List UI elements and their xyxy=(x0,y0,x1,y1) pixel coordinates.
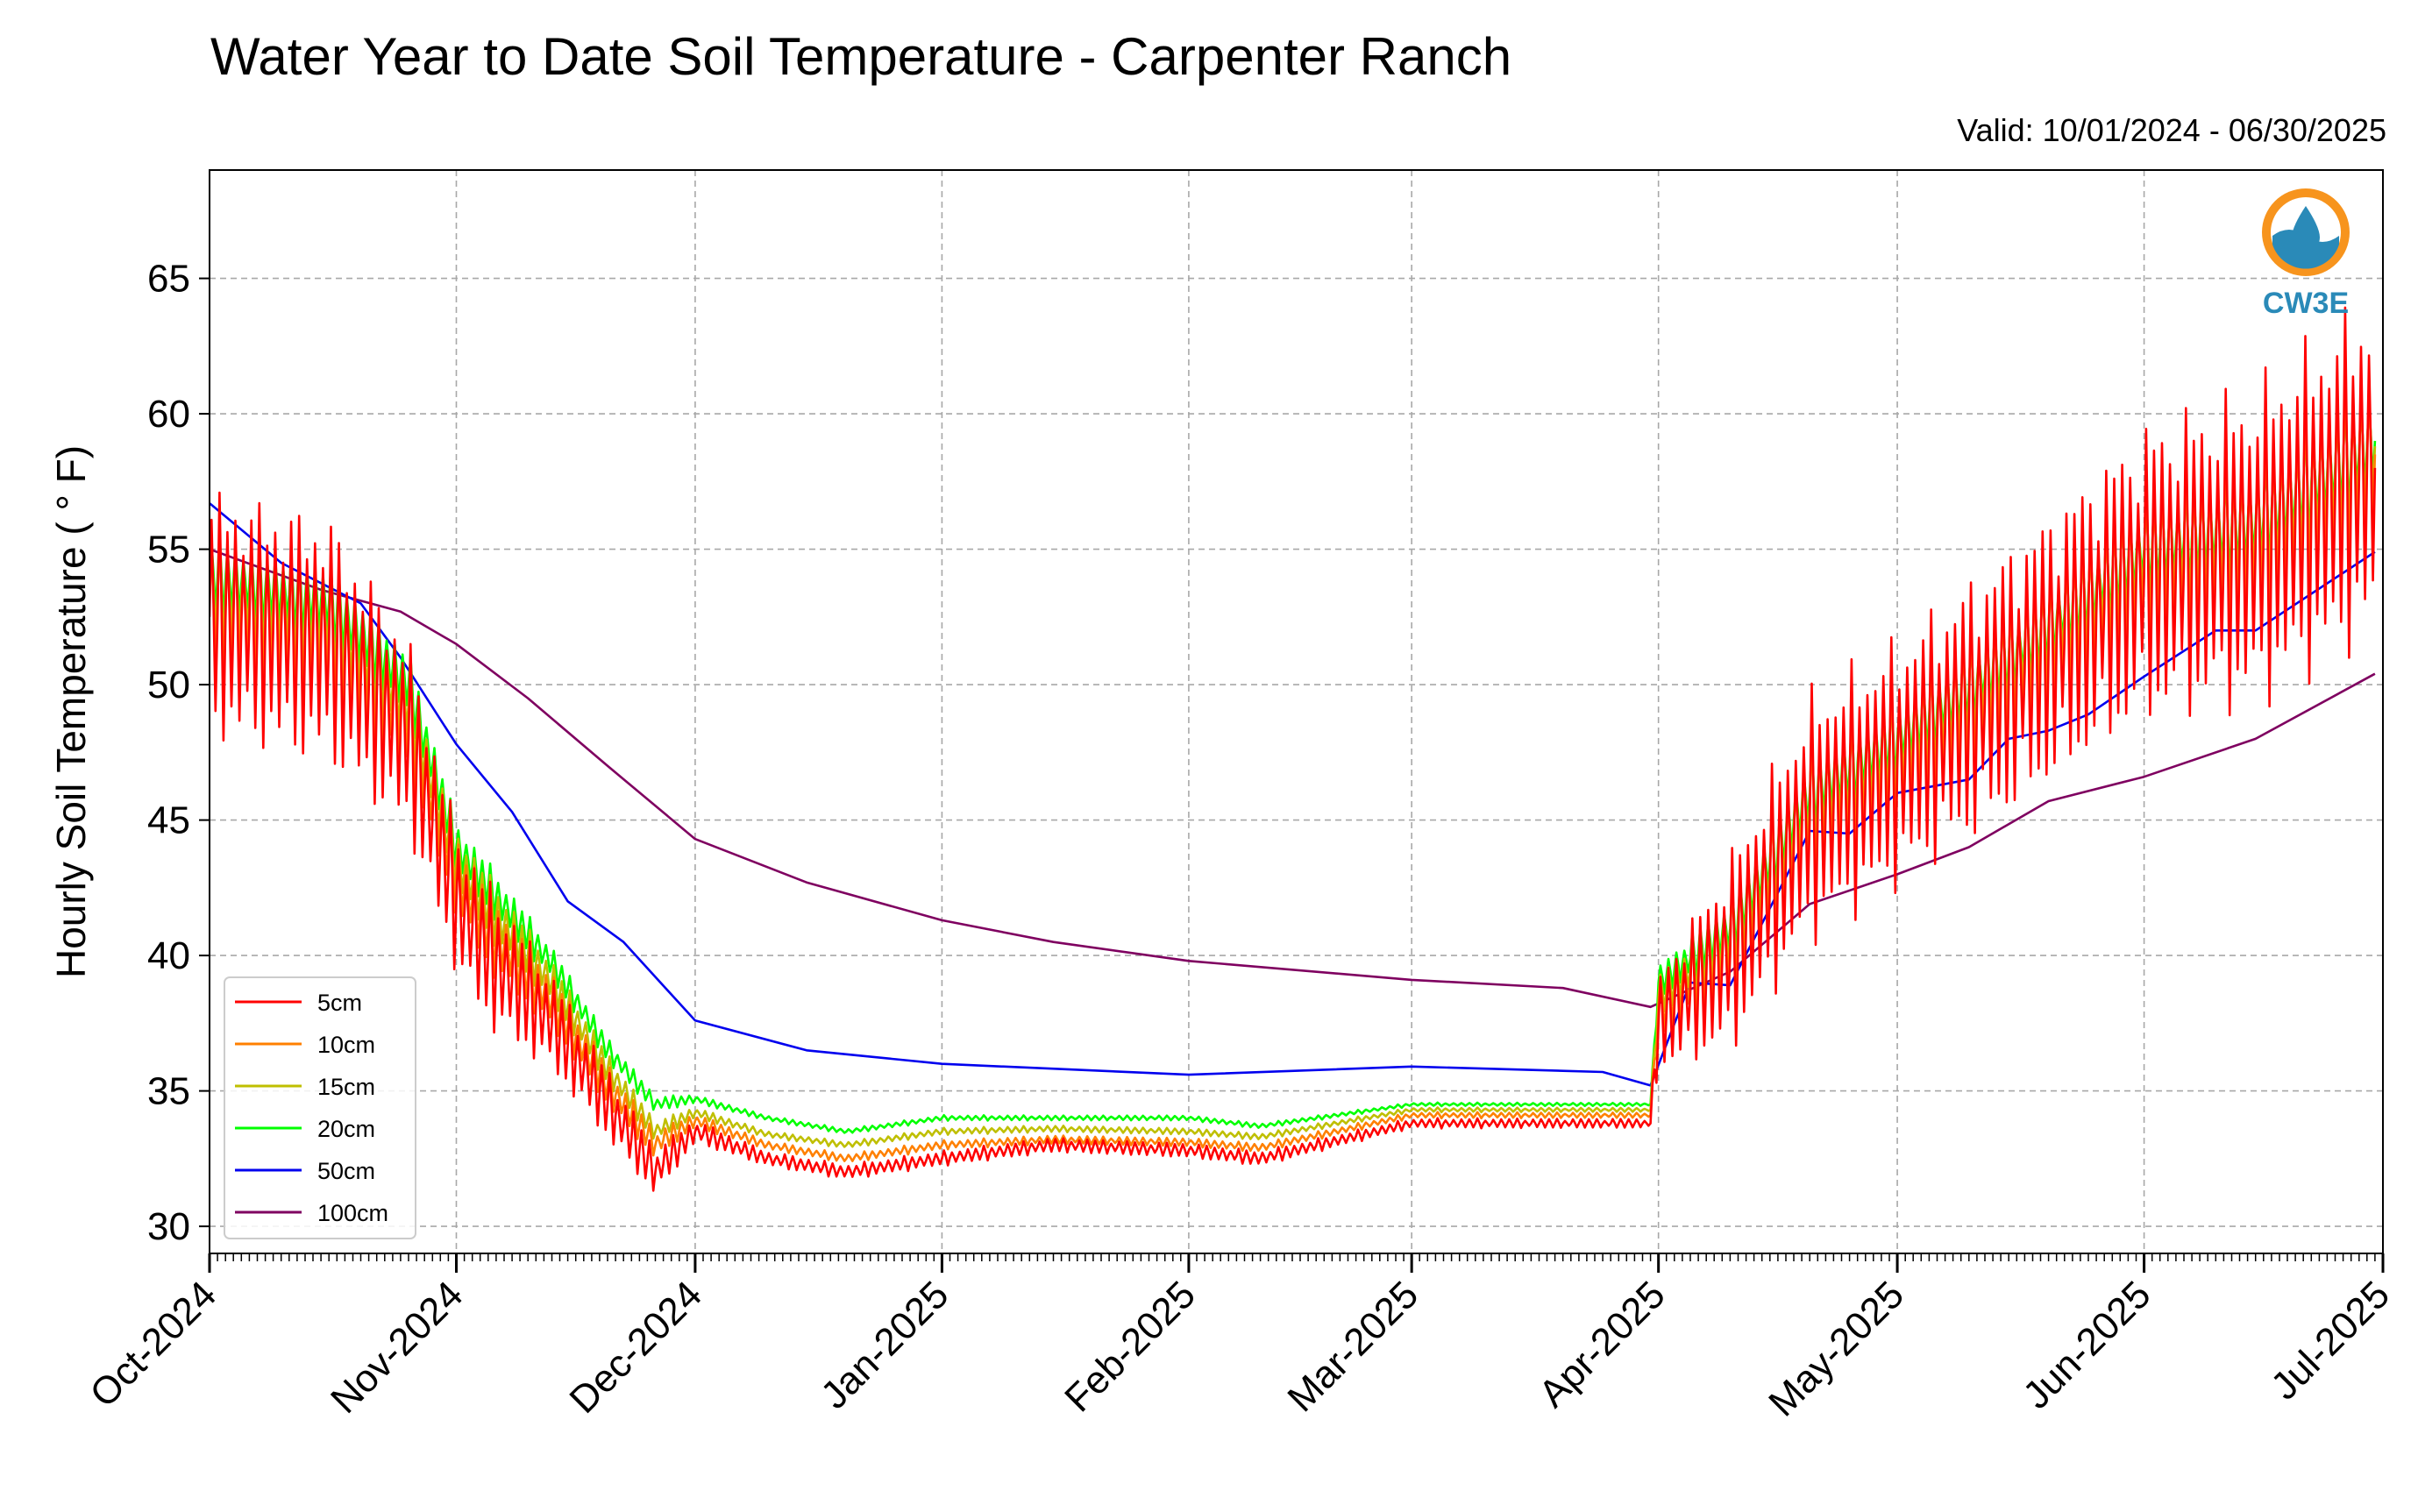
y-tick-label: 60 xyxy=(147,393,190,436)
chart-title: Water Year to Date Soil Temperature - Ca… xyxy=(210,27,1512,86)
x-tick-label: Apr-2025 xyxy=(1531,1273,1674,1416)
chart-subtitle: Valid: 10/01/2024 - 06/30/2025 xyxy=(1957,112,2386,148)
legend-label-100cm: 100cm xyxy=(317,1200,388,1226)
x-tick-label: Feb-2025 xyxy=(1056,1273,1204,1420)
axis-ticks xyxy=(199,277,2385,1273)
legend-label-20cm: 20cm xyxy=(317,1116,375,1142)
series-line-100cm xyxy=(210,548,2376,1009)
x-tick-label: Nov-2024 xyxy=(323,1273,472,1422)
water-drop-icon xyxy=(2292,206,2320,252)
series-line-5cm xyxy=(210,306,2377,1192)
y-tick-label: 50 xyxy=(147,664,190,706)
plot-frame xyxy=(209,169,2384,1254)
y-axis-title: Hourly Soil Temperature ( ° F) xyxy=(48,445,94,978)
legend-label-5cm: 5cm xyxy=(317,990,362,1016)
x-tick-label: Jul-2025 xyxy=(2263,1273,2398,1408)
cw3e-logo: CW3E xyxy=(2262,188,2350,320)
x-tick-label: May-2025 xyxy=(1760,1273,1912,1424)
x-tick-label: Dec-2024 xyxy=(561,1273,710,1422)
legend-label-10cm: 10cm xyxy=(317,1032,375,1058)
x-axis-labels: Oct-2024 Nov-2024 Dec-2024 Jan-2025 Feb-2025… xyxy=(82,1273,2398,1424)
x-tick-label: Mar-2025 xyxy=(1279,1273,1426,1420)
x-tick-label: Jan-2025 xyxy=(813,1273,957,1416)
y-tick-label: 65 xyxy=(147,258,190,301)
y-axis-labels: 30 35 40 45 50 55 60 65 xyxy=(147,258,190,1248)
series-line-50cm xyxy=(210,502,2376,1087)
legend-label-15cm: 15cm xyxy=(317,1074,375,1100)
y-tick-label: 45 xyxy=(147,799,190,842)
legend: 5cm 10cm 15cm 20cm 50cm 100cm xyxy=(224,976,416,1239)
x-minor-ticks xyxy=(209,1253,2384,1261)
y-tick-label: 30 xyxy=(147,1205,190,1248)
y-tick-label: 40 xyxy=(147,934,190,977)
y-tick-label: 55 xyxy=(147,529,190,571)
x-tick-label: Oct-2024 xyxy=(82,1273,224,1416)
x-tick-label: Jun-2025 xyxy=(2015,1273,2158,1416)
legend-label-50cm: 50cm xyxy=(317,1158,375,1184)
cw3e-logo-text: CW3E xyxy=(2263,287,2349,320)
y-tick-label: 35 xyxy=(147,1070,190,1113)
grid xyxy=(209,170,2384,1253)
series-layer xyxy=(210,306,2377,1192)
